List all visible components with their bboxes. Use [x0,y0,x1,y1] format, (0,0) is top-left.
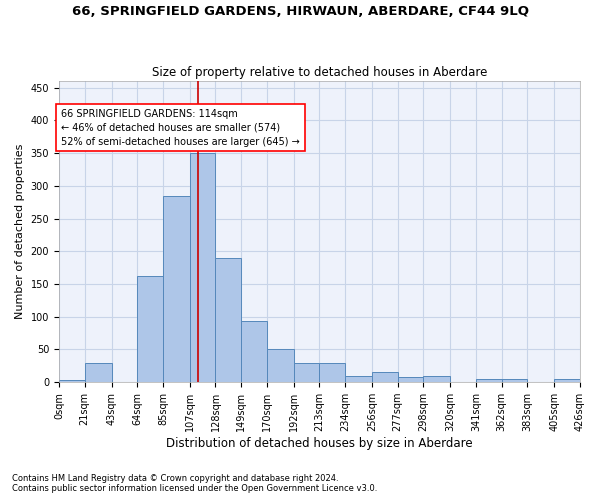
Text: 66 SPRINGFIELD GARDENS: 114sqm
← 46% of detached houses are smaller (574)
52% of: 66 SPRINGFIELD GARDENS: 114sqm ← 46% of … [61,108,300,146]
X-axis label: Distribution of detached houses by size in Aberdare: Distribution of detached houses by size … [166,437,473,450]
Bar [502,379,527,382]
Text: Contains HM Land Registry data © Crown copyright and database right 2024.: Contains HM Land Registry data © Crown c… [12,474,338,483]
Bar [294,362,319,382]
Bar [85,362,112,382]
Bar [372,372,398,382]
Bar [319,362,345,382]
Bar [398,377,424,382]
Text: Contains public sector information licensed under the Open Government Licence v3: Contains public sector information licen… [12,484,377,493]
Bar [554,379,580,382]
Bar [59,380,85,382]
Y-axis label: Number of detached properties: Number of detached properties [15,144,25,320]
Bar [476,379,502,382]
Bar [241,322,267,382]
Bar [345,376,372,382]
Title: Size of property relative to detached houses in Aberdare: Size of property relative to detached ho… [152,66,487,78]
Bar [163,196,190,382]
Bar [424,376,451,382]
Text: 66, SPRINGFIELD GARDENS, HIRWAUN, ABERDARE, CF44 9LQ: 66, SPRINGFIELD GARDENS, HIRWAUN, ABERDA… [71,5,529,18]
Bar [267,350,294,382]
Bar [137,276,163,382]
Bar [190,153,215,382]
Bar [215,258,241,382]
